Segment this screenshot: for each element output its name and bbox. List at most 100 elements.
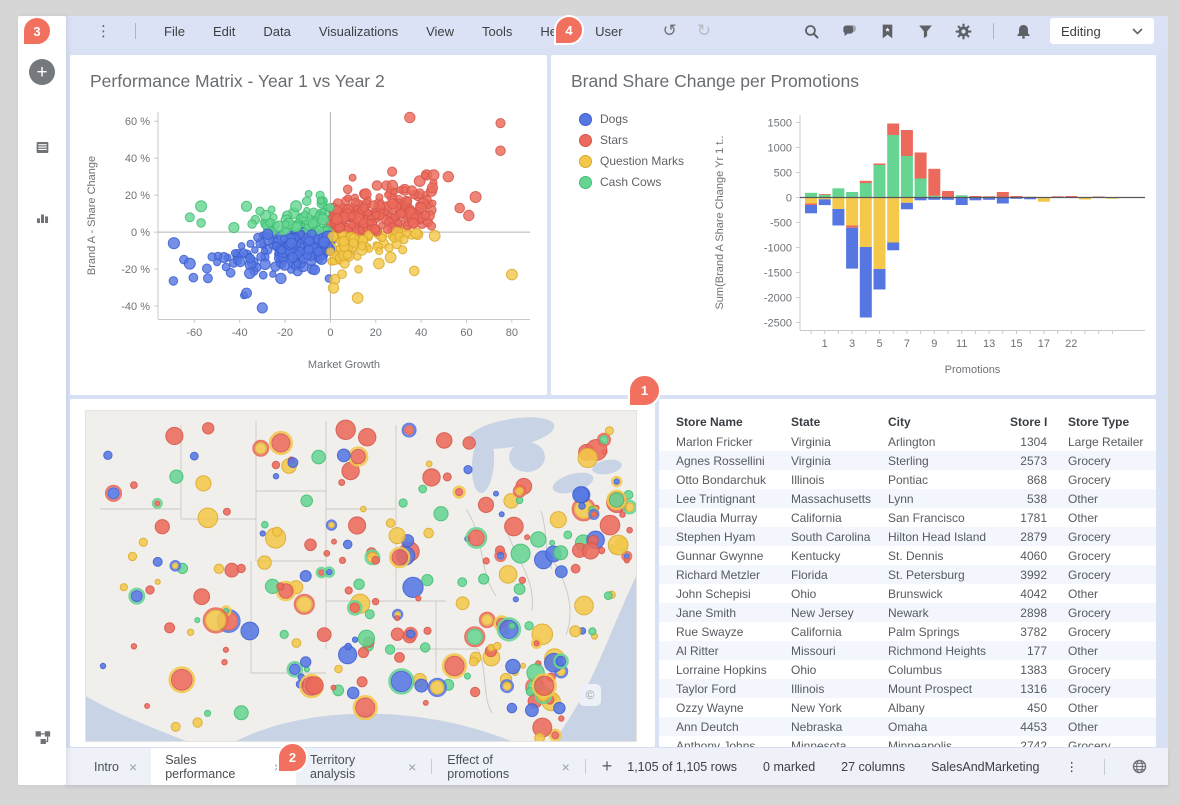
- table-cell: Sterling: [888, 453, 929, 468]
- table-cell: Brunswick: [888, 586, 943, 601]
- search-icon[interactable]: [803, 23, 820, 40]
- menu-item-tools[interactable]: Tools: [482, 23, 513, 39]
- bookmarks-icon[interactable]: [879, 23, 896, 40]
- table-cell: Grocery: [1068, 472, 1111, 487]
- column-header-store-type[interactable]: Store Type: [1068, 414, 1130, 429]
- legend-label: Stars: [600, 133, 629, 147]
- table-row[interactable]: Agnes Rossellini Virginia Sterling 2573 Groc…: [659, 451, 1156, 470]
- add-visualization-button[interactable]: +: [29, 59, 55, 85]
- legend-item-question-marks[interactable]: Question Marks: [579, 154, 684, 168]
- legend-item-stars[interactable]: Stars: [579, 133, 684, 147]
- table-row[interactable]: Anthony Johns Minnesota Minneapolis 2742 Gro…: [659, 736, 1156, 748]
- table-cell: Al Ritter: [676, 643, 719, 658]
- table-cell: Albany: [888, 700, 925, 715]
- svg-text:17: 17: [1038, 338, 1050, 350]
- table-cell: Agnes Rossellini: [676, 453, 765, 468]
- table-row[interactable]: Ozzy Wayne New York Albany 450 Other: [659, 698, 1156, 717]
- menu-item-edit[interactable]: Edit: [212, 23, 236, 39]
- add-page-button[interactable]: +: [601, 756, 613, 776]
- legend-color-dot: [579, 154, 592, 168]
- settings-icon[interactable]: [955, 23, 972, 40]
- svg-text:20: 20: [370, 327, 382, 339]
- data-table-icon[interactable]: [29, 134, 55, 160]
- table-cell: 2898: [1020, 605, 1047, 620]
- table-row[interactable]: Lorraine Hopkins Ohio Columbus 1383 Grocery: [659, 660, 1156, 679]
- column-header-city[interactable]: City: [888, 414, 911, 429]
- visualization-types-icon[interactable]: [29, 204, 55, 230]
- table-cell: Anthony Johns: [676, 738, 756, 748]
- svg-text:0 %: 0 %: [131, 227, 150, 239]
- tab-intro[interactable]: Intro ×: [80, 748, 151, 785]
- menu-item-view[interactable]: View: [426, 23, 455, 39]
- table-cell: Nebraska: [791, 719, 843, 734]
- scatter-panel: Performance Matrix - Year 1 vs Year 2 60…: [70, 55, 547, 395]
- table-cell: Marlon Fricker: [676, 434, 753, 449]
- mode-dropdown[interactable]: Editing: [1050, 18, 1154, 44]
- table-cell: Missouri: [791, 643, 836, 658]
- table-cell: Grocery: [1068, 453, 1111, 468]
- table-row[interactable]: Al Ritter Missouri Richmond Heights 177 Othe…: [659, 641, 1156, 660]
- tab-effect-of-promotions[interactable]: Effect of promotions ×: [433, 748, 584, 785]
- table-row[interactable]: Gunnar Gwynne Kentucky St. Dennis 4060 Groce…: [659, 546, 1156, 565]
- data-canvas-icon[interactable]: [29, 722, 55, 748]
- menu-item-data[interactable]: Data: [263, 23, 291, 39]
- column-header-store-name[interactable]: Store Name: [676, 414, 743, 429]
- scatter-plot[interactable]: 60 % 40 % 20 % 0 % -20 % -40 % -60 -40 -20 0 20 40 6…: [70, 55, 547, 400]
- map-visualization[interactable]: [85, 410, 637, 744]
- column-header-store-id[interactable]: Store ID: [1010, 414, 1048, 429]
- tab-sales-performance[interactable]: Sales performance×: [151, 748, 297, 785]
- table-row[interactable]: Otto Bondarchuk Illinois Pontiac 868 Grocery: [659, 470, 1156, 489]
- legend-item-dogs[interactable]: Dogs: [579, 112, 684, 126]
- column-header-state[interactable]: State: [791, 414, 821, 429]
- tab-divider: [584, 759, 586, 774]
- svg-text:Promotions: Promotions: [945, 364, 1001, 376]
- table-row[interactable]: Lee Trintignant Massachusetts Lynn 538 Other: [659, 489, 1156, 508]
- table-row[interactable]: Taylor Ford Illinois Mount Prospect 1316 Gro…: [659, 679, 1156, 698]
- legend-item-cash-cows[interactable]: Cash Cows: [579, 175, 684, 189]
- menu-item-user[interactable]: User: [595, 23, 623, 39]
- table-cell: Large Retailer: [1068, 434, 1144, 449]
- undo-icon[interactable]: ↺: [662, 20, 677, 41]
- table-cell: Other: [1068, 491, 1099, 506]
- svg-text:60: 60: [460, 327, 472, 339]
- legend-label: Dogs: [600, 112, 629, 126]
- table-cell: Other: [1068, 586, 1099, 601]
- menu-item-file[interactable]: File: [164, 23, 185, 39]
- table-row[interactable]: Claudia Murray California San Francisco 178…: [659, 508, 1156, 527]
- status-divider: [1104, 758, 1105, 775]
- menu-item-visualizations[interactable]: Visualizations: [318, 23, 399, 39]
- notifications-icon[interactable]: [1015, 23, 1032, 40]
- table-row[interactable]: Marlon Fricker Virginia Arlington 1304 Large…: [659, 432, 1156, 451]
- bar-chart-panel: Brand Share Change per Promotions Dogs St…: [551, 55, 1156, 395]
- table-row[interactable]: Stephen Hyam South Carolina Hilton Head Is…: [659, 527, 1156, 546]
- data-source-name[interactable]: SalesAndMarketing: [931, 759, 1040, 774]
- table-cell: New Jersey: [791, 605, 854, 620]
- svg-text:13: 13: [983, 338, 995, 350]
- bar-chart-plot[interactable]: 1500 1000 500 0 -500 -1000 -1500 -2000 -2500 1 3 5 7…: [551, 55, 1156, 400]
- table-row[interactable]: Ann Deutch Nebraska Omaha 4453 Other: [659, 717, 1156, 736]
- globe-icon[interactable]: [1131, 758, 1148, 775]
- comments-icon[interactable]: [841, 23, 858, 40]
- tab-territory-analysis[interactable]: Territory analysis ×: [296, 748, 430, 785]
- map-attribution-button[interactable]: ©: [579, 684, 601, 706]
- svg-text:-60: -60: [186, 327, 202, 339]
- page-tabs: Intro×Sales performance×Territory analys…: [80, 748, 627, 785]
- table-cell: Ohio: [791, 586, 817, 601]
- table-cell: Other: [1068, 510, 1099, 525]
- table-row[interactable]: Jane Smith New Jersey Newark 2898 Grocery: [659, 603, 1156, 622]
- table-row[interactable]: Richard Metzler Florida St. Petersburg 3992…: [659, 565, 1156, 584]
- table-row[interactable]: Rue Swayze California Palm Springs 3782 Groc…: [659, 622, 1156, 641]
- svg-text:Market Growth: Market Growth: [308, 359, 380, 371]
- store-table[interactable]: Store Name State City Store ID Store Type Ma…: [659, 411, 1156, 747]
- table-row[interactable]: John Schepisi Ohio Brunswick 4042 Other: [659, 584, 1156, 603]
- redo-icon[interactable]: ↻: [696, 20, 712, 41]
- status-more-icon[interactable]: ⋮: [1065, 759, 1079, 774]
- tab-close-icon[interactable]: ×: [129, 758, 138, 775]
- tab-divider: [431, 759, 433, 774]
- table-cell: California: [791, 510, 842, 525]
- tab-close-icon[interactable]: ×: [561, 758, 570, 775]
- more-options-icon[interactable]: ⋮: [96, 22, 111, 40]
- tab-close-icon[interactable]: ×: [408, 758, 417, 775]
- filter-icon[interactable]: [917, 23, 934, 40]
- row-count: 1,105 of 1,105 rows: [627, 759, 738, 774]
